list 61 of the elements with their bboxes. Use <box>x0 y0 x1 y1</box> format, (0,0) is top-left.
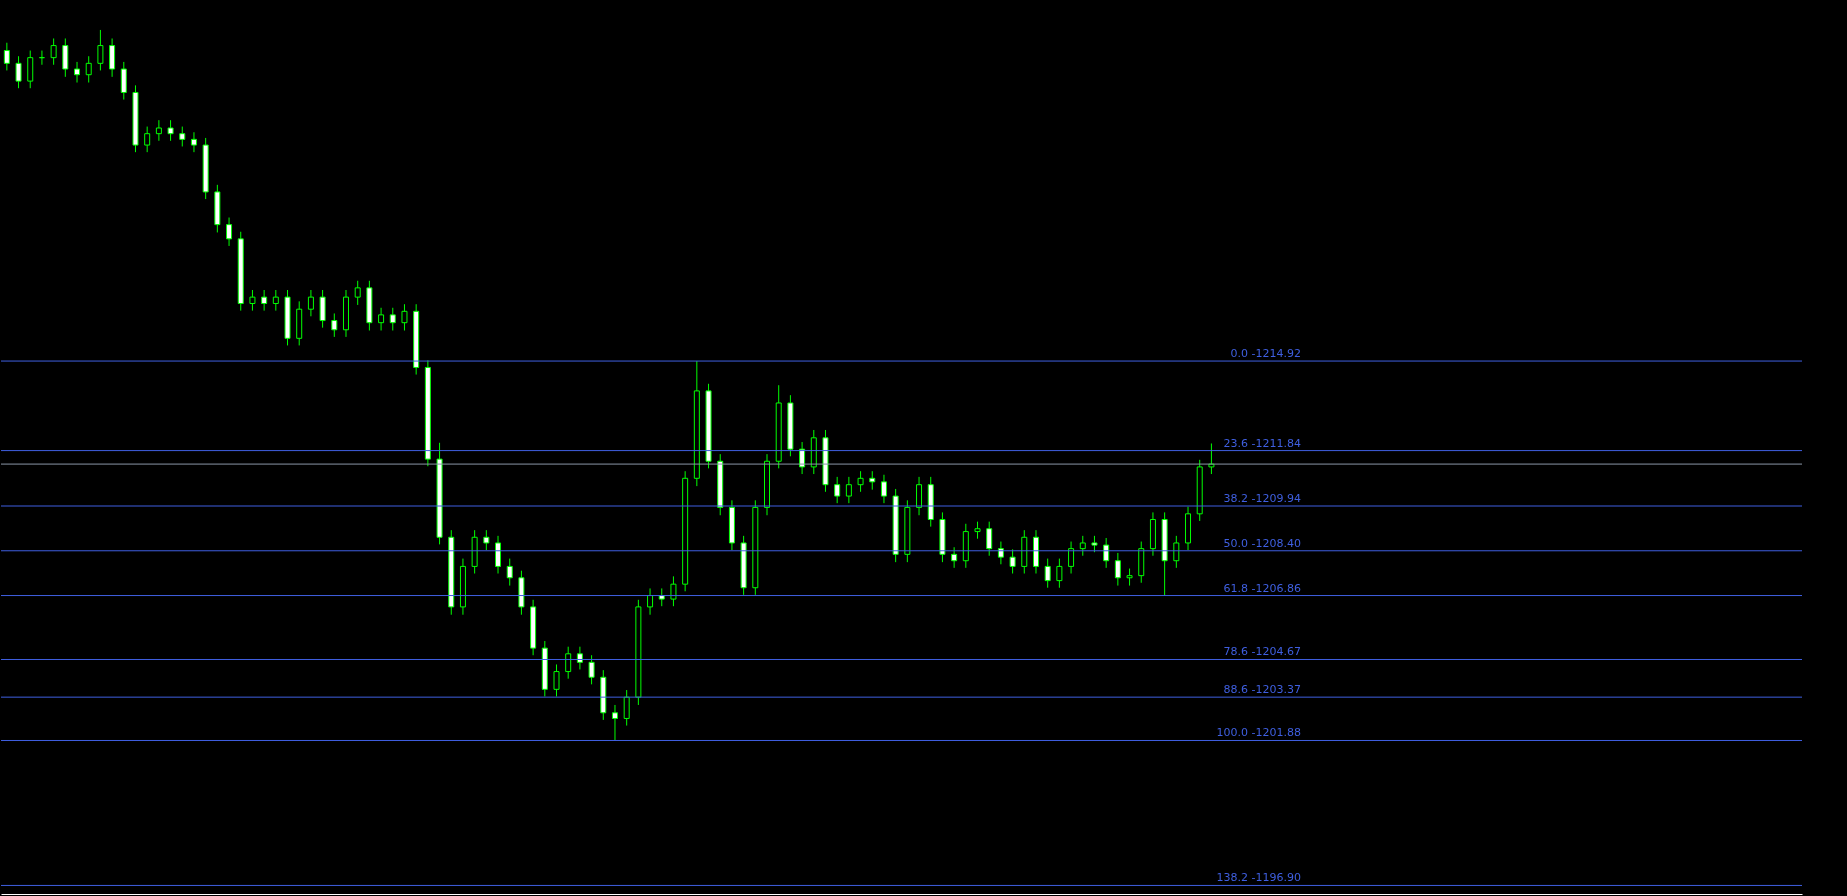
candlestick <box>249 289 256 312</box>
candlestick <box>495 535 502 575</box>
candlestick <box>85 55 92 84</box>
candlestick <box>1079 535 1086 557</box>
annotation: 100.0 -1201.88 <box>1216 726 1301 740</box>
candlestick <box>834 476 841 504</box>
candlestick <box>144 126 151 153</box>
candlestick <box>331 312 338 338</box>
candlestick <box>15 55 22 89</box>
annotation: 88.6 -1203.37 <box>1223 683 1301 697</box>
candlestick <box>623 689 630 727</box>
candlestick <box>307 289 314 317</box>
candlestick <box>880 474 887 504</box>
candlestick <box>378 307 385 332</box>
candlestick <box>27 50 34 89</box>
candlestick <box>389 307 396 332</box>
candlestick <box>845 476 852 504</box>
candlestick <box>553 663 560 697</box>
candlestick <box>354 280 361 306</box>
candlestick <box>1056 558 1063 589</box>
candlestick <box>611 704 618 741</box>
annotation: 50.0 -1208.40 <box>1223 536 1301 550</box>
candlestick <box>50 37 57 66</box>
annotation: 0.0 -1214.92 <box>1230 347 1301 361</box>
annotation: 38.2 -1209.94 <box>1223 492 1301 506</box>
annotation: 61.8 -1206.86 <box>1223 581 1301 595</box>
candlestick <box>3 42 10 71</box>
candlestick <box>857 470 864 493</box>
candlestick <box>506 558 513 587</box>
candlestick <box>670 575 677 607</box>
candlestick <box>261 289 268 312</box>
candlestick <box>565 646 572 680</box>
candlestick <box>401 303 408 332</box>
candlestick <box>986 521 993 557</box>
candlestick <box>951 546 958 569</box>
candlestick <box>190 131 197 153</box>
candlestick <box>1103 537 1110 569</box>
candlestick <box>226 217 233 247</box>
candlestick <box>155 119 162 142</box>
candlestick <box>62 37 69 78</box>
candlestick <box>319 289 326 329</box>
candlestick <box>109 37 116 78</box>
annotation: 23.6 -1211.84 <box>1223 436 1301 450</box>
annotation: 78.6 -1204.67 <box>1223 645 1301 659</box>
candlestick <box>167 119 174 142</box>
candlestick <box>1068 541 1075 575</box>
text: 138.2 -1196.90 <box>1216 871 1301 885</box>
candlestick <box>120 61 127 101</box>
candlestick <box>916 476 923 516</box>
candlestick <box>1044 558 1051 589</box>
candlestick <box>74 61 81 84</box>
candlestick <box>869 470 876 491</box>
candlestick <box>483 529 490 551</box>
candlestick <box>97 29 104 71</box>
candlestick <box>588 654 595 685</box>
candlestick <box>272 289 279 312</box>
candlestick <box>1114 552 1121 587</box>
candlestick <box>647 587 654 616</box>
candlestick <box>1009 548 1016 575</box>
candlestick <box>179 126 186 147</box>
candlestick <box>1173 535 1180 569</box>
